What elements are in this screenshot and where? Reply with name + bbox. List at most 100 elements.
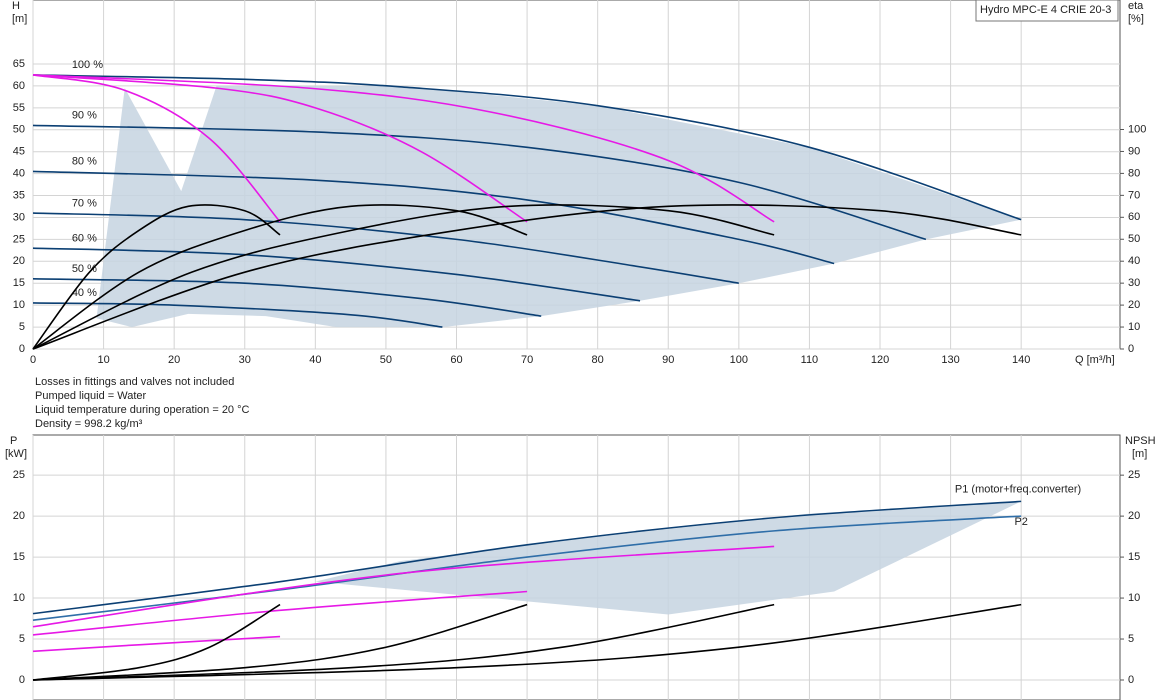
y-axis-unit: [m] (12, 13, 27, 25)
x-tick-label: 140 (1012, 354, 1030, 366)
x-tick-label: 0 (30, 354, 36, 366)
y2-tick-label: 50 (1128, 233, 1140, 245)
y2-tick-label: 70 (1128, 189, 1140, 201)
y-tick-label: 35 (13, 189, 25, 201)
curve (32, 74, 528, 223)
y2-axis-unit: [%] (1128, 13, 1144, 25)
y-tick-label: 50 (13, 124, 25, 136)
speed-label: 40 % (72, 287, 97, 299)
speed-label: 60 % (72, 232, 97, 244)
speed-label: 50 % (72, 263, 97, 275)
x-tick-label: 40 (309, 354, 321, 366)
x-tick-label: 30 (239, 354, 251, 366)
curve (32, 515, 1022, 621)
y-tick-label: 20 (13, 510, 25, 522)
curve (32, 74, 281, 223)
note: Pumped liquid = Water (35, 390, 147, 402)
y-tick-label: 60 (13, 80, 25, 92)
title-box (975, 0, 1119, 22)
y2-tick-label: 30 (1128, 277, 1140, 289)
x-tick-label: 20 (168, 354, 180, 366)
y2-tick-label: 80 (1128, 167, 1140, 179)
curve (32, 124, 927, 241)
curve (32, 247, 641, 302)
y-tick-label: 40 (13, 168, 25, 180)
x-tick-label: 50 (380, 354, 392, 366)
x-tick-label: 10 (97, 354, 109, 366)
y-axis-unit: [kW] (5, 448, 27, 460)
operating-area (315, 501, 1022, 615)
y2-tick-label: 0 (1128, 343, 1134, 355)
y-axis-label: H (12, 0, 20, 12)
curve (32, 603, 775, 681)
curve (32, 500, 1022, 615)
y-tick-label: 30 (13, 211, 25, 223)
curve (32, 212, 739, 285)
y2-tick-label: 60 (1128, 211, 1140, 223)
x-tick-label: 120 (871, 354, 889, 366)
curve (32, 204, 775, 350)
y2-axis-label: eta (1128, 0, 1144, 12)
curve (32, 204, 528, 350)
y2-tick-label: 25 (1128, 469, 1140, 481)
x-tick-label: 70 (521, 354, 533, 366)
speed-label: 80 % (72, 156, 97, 168)
y2-tick-label: 0 (1128, 674, 1134, 686)
y2-tick-label: 20 (1128, 299, 1140, 311)
y2-axis-unit: [m] (1132, 448, 1147, 460)
series-label: P1 (motor+freq.converter) (955, 483, 1081, 495)
y-tick-label: 15 (13, 277, 25, 289)
curve (32, 603, 528, 681)
y-tick-label: 5 (19, 633, 25, 645)
series-label: P2 (1014, 516, 1027, 528)
x-axis-label: Q [m³/h] (1075, 354, 1115, 366)
curve (32, 74, 1022, 221)
note: Liquid temperature during operation = 20… (35, 404, 250, 416)
y2-tick-label: 100 (1128, 123, 1146, 135)
y-tick-label: 0 (19, 343, 25, 355)
y2-tick-label: 10 (1128, 321, 1140, 333)
speed-label: 100 % (72, 59, 103, 71)
curve (32, 278, 542, 317)
chart-title: Hydro MPC-E 4 CRIE 20-3 (980, 4, 1111, 16)
note: Density = 998.2 kg/m³ (35, 418, 143, 430)
curve (32, 635, 281, 653)
note: Losses in fittings and valves not includ… (35, 376, 234, 388)
y-tick-label: 0 (19, 674, 25, 686)
curve (32, 74, 775, 223)
y2-tick-label: 40 (1128, 255, 1140, 267)
curve (32, 590, 528, 636)
curve (32, 603, 1022, 681)
x-tick-label: 80 (592, 354, 604, 366)
speed-label: 70 % (72, 197, 97, 209)
y-tick-label: 45 (13, 146, 25, 158)
y2-tick-label: 15 (1128, 551, 1140, 563)
operating-area (96, 85, 1022, 328)
y-tick-label: 25 (13, 469, 25, 481)
y-tick-label: 65 (13, 58, 25, 70)
x-tick-label: 90 (662, 354, 674, 366)
y2-tick-label: 90 (1128, 145, 1140, 157)
y-tick-label: 5 (19, 321, 25, 333)
x-tick-label: 100 (730, 354, 748, 366)
curve (32, 204, 1022, 350)
x-tick-label: 130 (941, 354, 959, 366)
curve (32, 170, 835, 265)
y-axis-label: P (10, 435, 17, 447)
y2-tick-label: 10 (1128, 592, 1140, 604)
x-tick-label: 60 (450, 354, 462, 366)
y-tick-label: 20 (13, 255, 25, 267)
x-tick-label: 110 (801, 354, 819, 366)
curve (32, 545, 775, 628)
speed-label: 90 % (72, 110, 97, 122)
y2-axis-label: NPSH (1125, 435, 1156, 447)
curve (32, 204, 281, 350)
y-tick-label: 10 (13, 299, 25, 311)
y-tick-label: 15 (13, 551, 25, 563)
curve (32, 603, 281, 681)
y-tick-label: 55 (13, 102, 25, 114)
y2-tick-label: 20 (1128, 510, 1140, 522)
y-tick-label: 10 (13, 592, 25, 604)
